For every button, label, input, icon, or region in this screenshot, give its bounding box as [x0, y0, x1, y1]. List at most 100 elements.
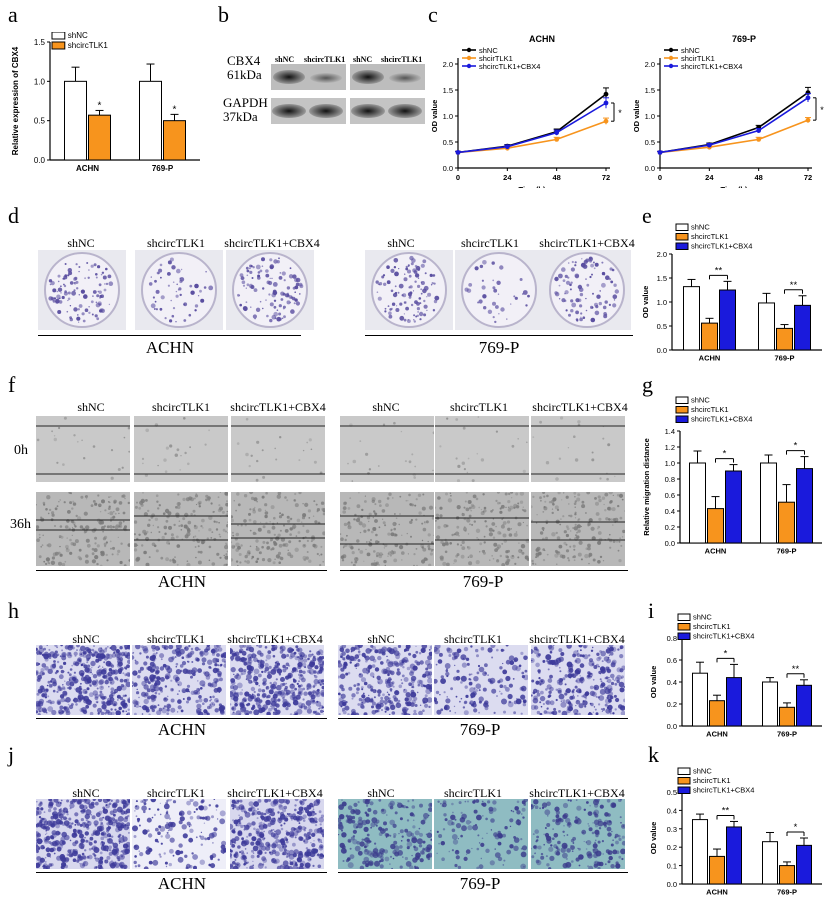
- cell-speck: [231, 844, 236, 848]
- cell-speck: [565, 549, 570, 553]
- cell-speck: [294, 808, 297, 812]
- cell-speck: [89, 703, 91, 706]
- cell-speck: [68, 686, 72, 690]
- cell-speck: [591, 663, 595, 666]
- cell-speck: [303, 558, 307, 562]
- cell-speck: [98, 680, 104, 686]
- cell-speck: [408, 652, 412, 656]
- cell-speck: [342, 506, 347, 510]
- cell-speck: [106, 845, 109, 848]
- cell-speck: [479, 542, 483, 546]
- cell-speck: [250, 686, 256, 692]
- cell-speck: [93, 847, 100, 853]
- cell-speck: [77, 855, 83, 861]
- cell-speck: [55, 801, 62, 808]
- cell-speck: [251, 693, 254, 696]
- cell-speck: [282, 664, 286, 669]
- cell-speck: [36, 842, 37, 844]
- cell-speck: [134, 660, 139, 665]
- cell-speck: [293, 711, 298, 715]
- colony-dot: [286, 286, 291, 290]
- cell-speck: [120, 667, 124, 671]
- cell-speck: [52, 552, 57, 557]
- cell-speck: [281, 852, 285, 856]
- cell-speck: [38, 555, 42, 559]
- invasion-photo: [230, 645, 324, 715]
- cell-speck: [86, 653, 89, 656]
- cell-speck: [576, 674, 578, 676]
- cell-speck: [279, 646, 283, 650]
- cell-speck: [236, 442, 240, 445]
- cell-speck: [111, 711, 115, 715]
- cell-speck: [193, 671, 196, 674]
- cell-speck: [440, 540, 444, 544]
- cell-speck: [374, 512, 377, 515]
- y-tick-label: 0.5: [667, 788, 677, 797]
- cell-speck: [434, 645, 441, 650]
- cell-speck: [154, 645, 160, 651]
- colony-dot: [601, 282, 606, 288]
- cell-speck: [206, 645, 210, 647]
- cell-speck: [497, 680, 501, 684]
- cell-speck: [521, 671, 525, 675]
- cell-speck: [268, 707, 272, 712]
- y-axis-label: OD value: [641, 286, 650, 319]
- cell-speck: [390, 530, 392, 532]
- cell-speck: [361, 694, 366, 699]
- cell-speck: [170, 679, 173, 682]
- cell-speck: [411, 453, 414, 456]
- cell-speck: [170, 698, 175, 703]
- cell-speck: [560, 701, 567, 708]
- cell-speck: [126, 664, 130, 669]
- cell-speck: [251, 849, 254, 853]
- cell-speck: [368, 694, 370, 697]
- cell-speck: [418, 679, 424, 685]
- colony-dot: [95, 276, 98, 279]
- cell-speck: [368, 468, 372, 471]
- cell-speck: [489, 680, 493, 683]
- colony-dot: [574, 274, 580, 279]
- cell-speck: [113, 703, 116, 706]
- cell-speck: [395, 517, 398, 519]
- cell-speck: [574, 500, 577, 503]
- cell-speck: [590, 702, 594, 707]
- cell-speck: [55, 823, 60, 829]
- cell-speck: [142, 529, 147, 534]
- colony-dot: [398, 283, 404, 289]
- cell-speck: [139, 666, 144, 671]
- cell-speck: [90, 801, 95, 806]
- cell-speck: [39, 820, 43, 824]
- cell-speck: [465, 492, 468, 494]
- cell-speck: [610, 662, 616, 668]
- cell-speck: [184, 646, 189, 651]
- cell-speck: [288, 830, 295, 837]
- cell-speck: [59, 705, 64, 710]
- cell-speck: [359, 440, 362, 442]
- cell-speck: [610, 673, 615, 679]
- colony-dot: [562, 279, 566, 282]
- cell-speck: [584, 705, 587, 708]
- cell-speck: [606, 680, 608, 682]
- cell-speck: [179, 810, 185, 817]
- colony-dot: [51, 298, 55, 301]
- colony-dot: [423, 285, 429, 291]
- cell-speck: [163, 705, 167, 708]
- cell-speck: [134, 543, 138, 548]
- cell-speck: [277, 811, 280, 814]
- cell-speck: [416, 564, 418, 566]
- colony-dot: [578, 287, 584, 292]
- cell-speck: [68, 492, 72, 494]
- cell-speck: [559, 678, 564, 682]
- cell-speck: [153, 689, 156, 692]
- cell-speck: [312, 806, 314, 808]
- cell-speck: [81, 675, 84, 677]
- cell-speck: [463, 506, 466, 509]
- colony-dot: [399, 302, 403, 306]
- cell-speck: [188, 826, 190, 828]
- cell-speck: [189, 446, 191, 449]
- colony-dot: [194, 304, 199, 308]
- cell-speck: [193, 524, 197, 527]
- cell-speck: [415, 650, 419, 654]
- colony-dot: [281, 317, 284, 320]
- cell-speck: [168, 862, 172, 867]
